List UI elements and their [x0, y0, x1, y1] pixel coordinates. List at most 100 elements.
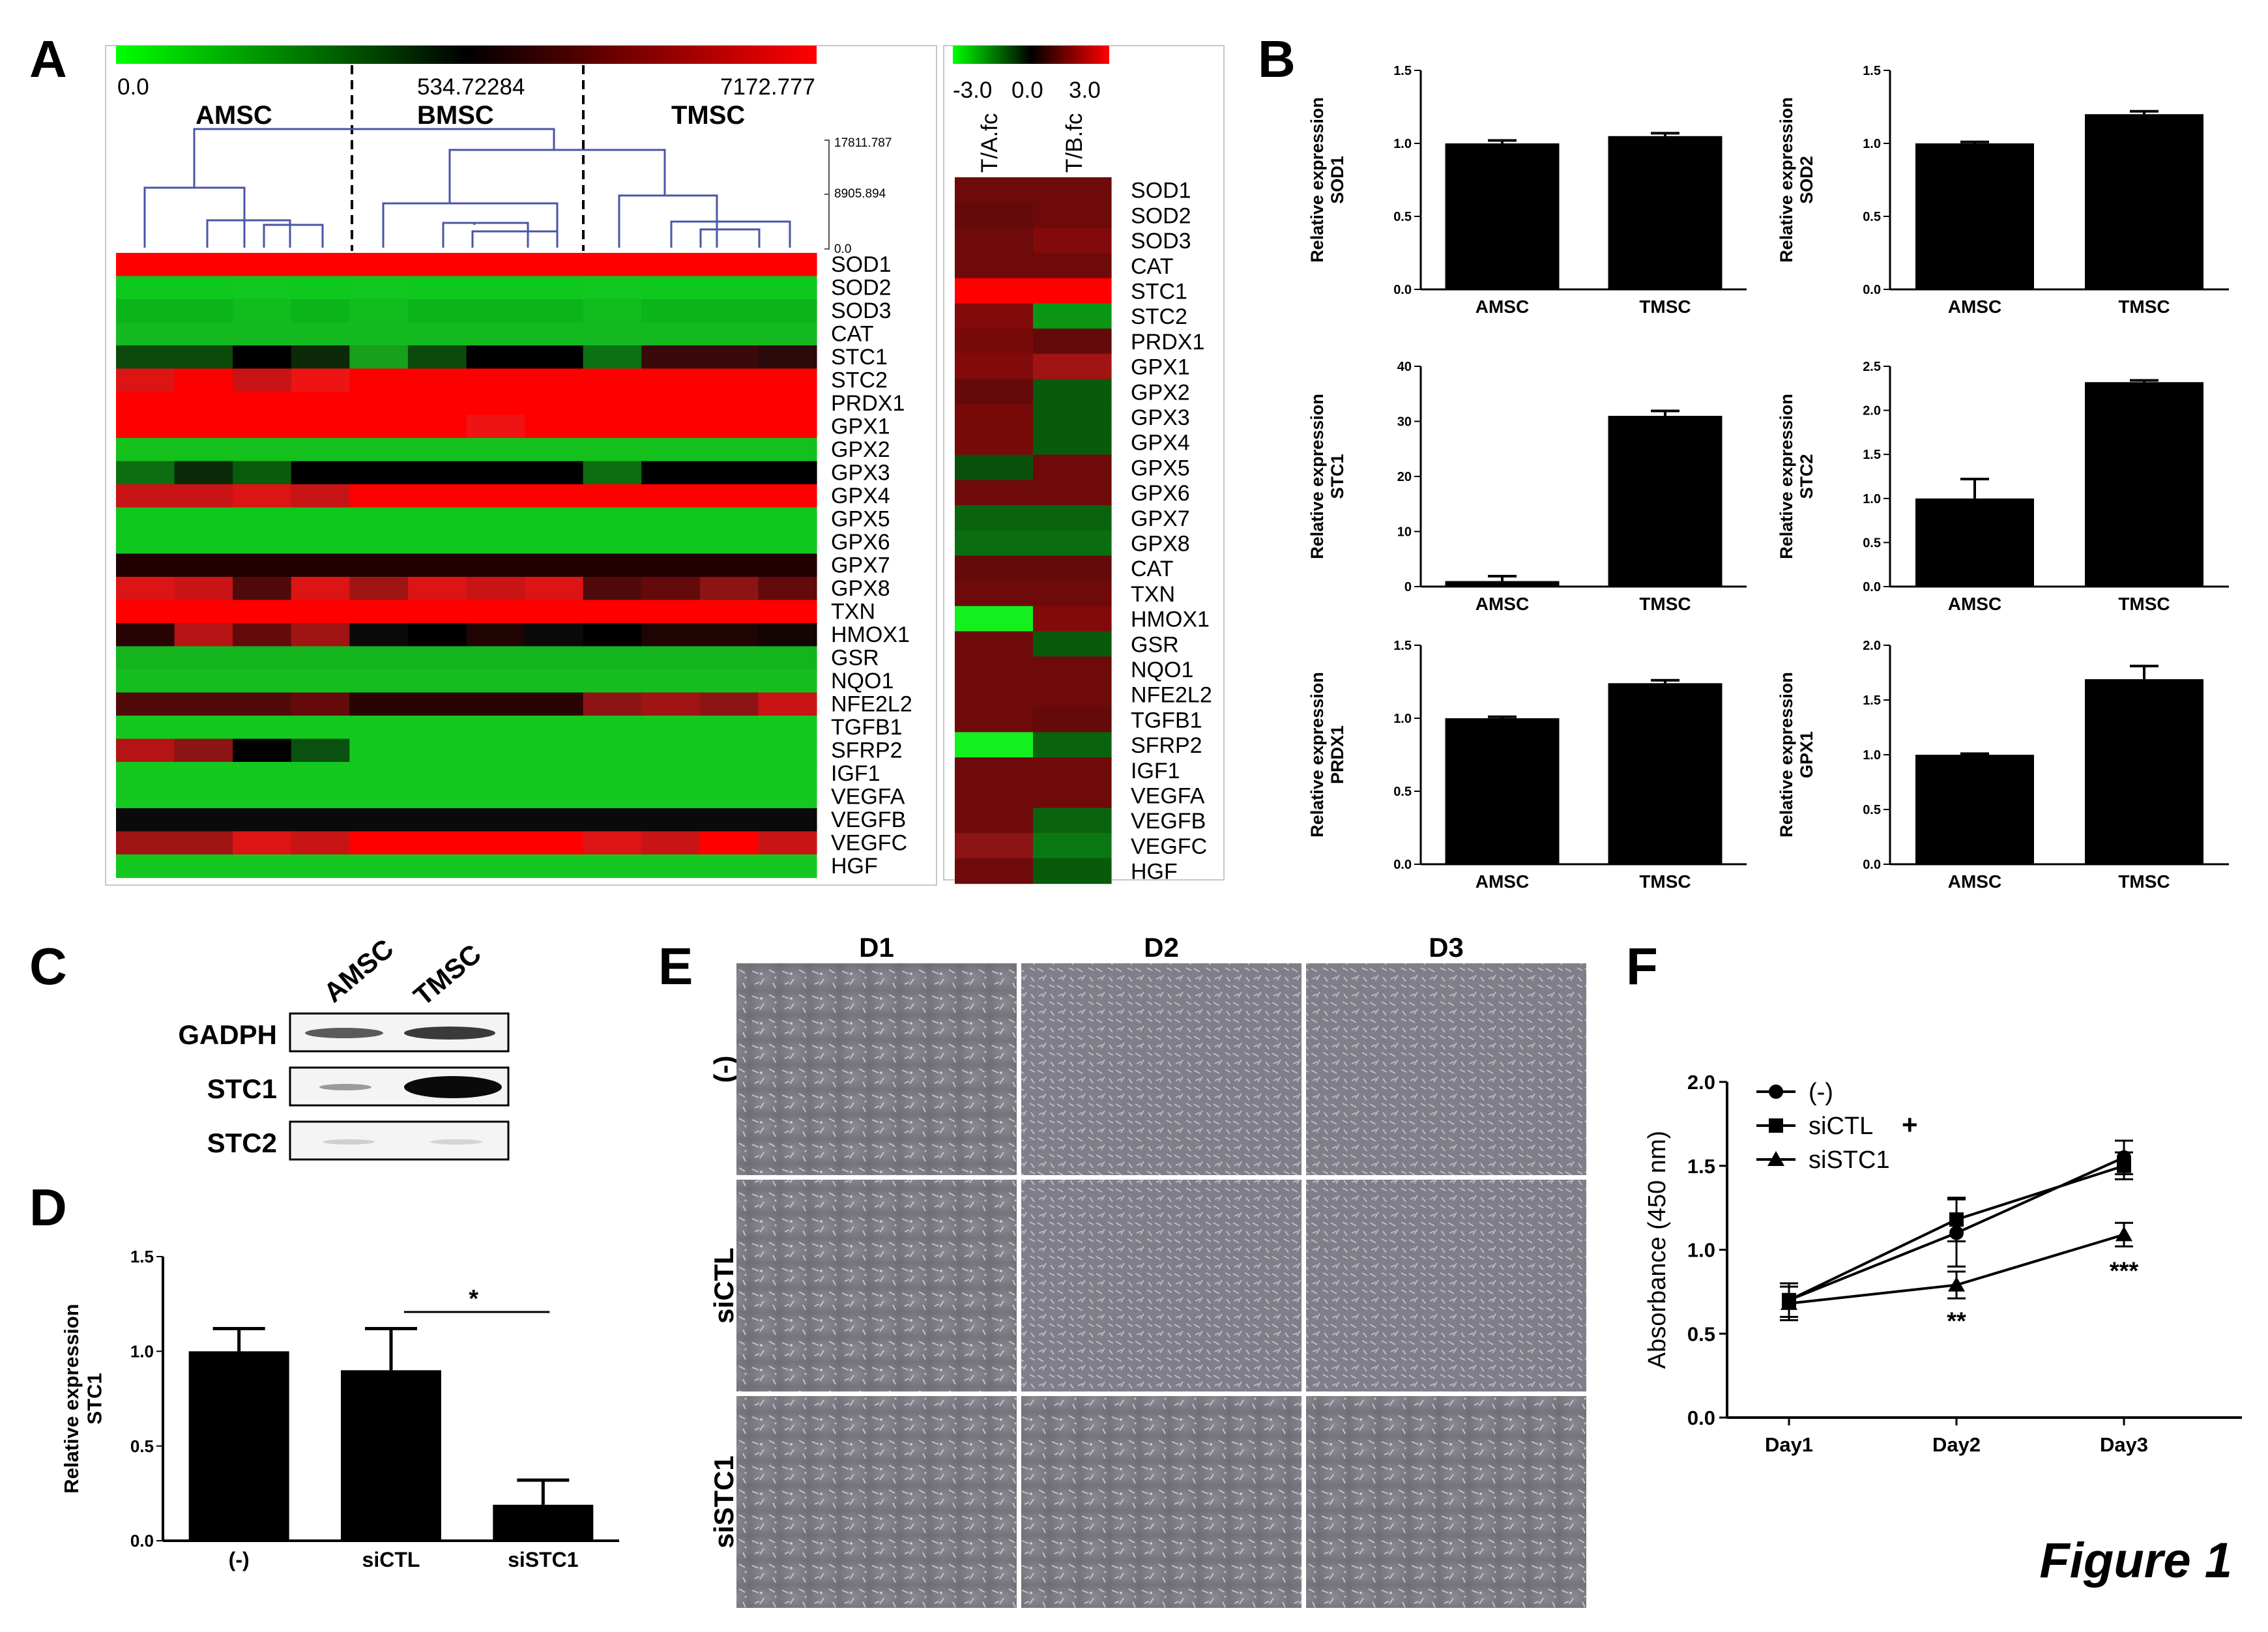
panel-e-micrographs: D1 D2 D3 (-) siCTL siSTC1 — [708, 932, 1586, 1608]
fold-change-gene-label: SFRP2 — [1131, 733, 1202, 758]
heatmap-cell — [349, 854, 409, 879]
y-axis-label: Relative expression — [1777, 672, 1796, 838]
heatmap-cell — [174, 392, 233, 416]
heatmap-cell — [699, 808, 759, 832]
heatmap-cell — [233, 692, 292, 716]
heatmap-cell — [583, 577, 642, 601]
y-tick-label: 0.0 — [1863, 580, 1881, 594]
error-bar — [2130, 379, 2159, 383]
heatmap-cell — [174, 785, 233, 809]
y-tick-label: 1.0 — [1687, 1239, 1715, 1262]
heatmap-cell — [291, 415, 350, 439]
fold-change-gene-label: STC1 — [1131, 280, 1187, 304]
heatmap-cell — [758, 553, 817, 577]
heatmap-cell — [583, 299, 642, 323]
y-tick-label: 1.5 — [1393, 64, 1412, 78]
heatmap-cell — [583, 415, 642, 439]
fold-change-gene-label: TXN — [1131, 582, 1175, 607]
error-bar — [212, 1326, 265, 1352]
heatmap-cell — [466, 322, 525, 346]
fold-change-cell — [955, 353, 1034, 380]
fold-change-cell — [1033, 202, 1112, 228]
heatmap-cell — [233, 831, 292, 855]
heatmap-cell — [116, 322, 175, 346]
heatmap-cell — [291, 738, 350, 763]
y-axis-label: STC2 — [1797, 454, 1816, 499]
fold-change-cell — [1033, 631, 1112, 657]
heatmap-cell — [349, 345, 409, 370]
heatmap-cell — [233, 461, 292, 485]
heatmap-cell — [116, 415, 175, 439]
heatmap-cell — [233, 484, 292, 508]
y-tick-label: 1.5 — [1687, 1155, 1715, 1178]
heatmap-cell — [583, 438, 642, 462]
heatmap-cell — [466, 299, 525, 323]
heatmap-cell — [407, 438, 467, 462]
blot-band — [305, 1028, 383, 1038]
heatmap-cell — [758, 669, 817, 693]
heatmap-cell — [758, 531, 817, 555]
fold-change-cell — [1033, 404, 1112, 430]
blot-band — [319, 1084, 371, 1090]
fc-scale-max: 3.0 — [1069, 78, 1101, 103]
heatmap-cell — [233, 785, 292, 809]
y-tick-label: 1.0 — [130, 1341, 154, 1361]
heatmap-cell — [291, 507, 350, 531]
panel-label-e: E — [658, 937, 693, 995]
heatmap-cell — [583, 531, 642, 555]
fold-change-cell — [955, 253, 1034, 279]
heatmap-cell — [407, 623, 467, 647]
heatmap-cell — [174, 507, 233, 531]
error-bar — [2130, 109, 2159, 115]
fc-scale-min: -3.0 — [953, 78, 992, 103]
heatmap-cell — [641, 600, 701, 624]
heatmap-cell — [525, 345, 584, 370]
heatmap-cell — [116, 623, 175, 647]
heatmap-cell — [233, 553, 292, 577]
heatmap-cell — [291, 276, 350, 300]
fold-change-gene-label: GPX4 — [1131, 431, 1190, 456]
error-bar — [1488, 139, 1517, 143]
x-tick-label: Day2 — [1932, 1433, 1981, 1456]
bar — [1445, 143, 1560, 289]
heatmap-cell — [116, 507, 175, 531]
heatmap-cell — [641, 785, 701, 809]
heatmap-cell — [583, 854, 642, 879]
y-tick-label: 1.5 — [1863, 64, 1881, 78]
x-tick-label: Day3 — [2100, 1433, 2148, 1456]
heatmap-cell — [349, 484, 409, 508]
heatmap-cell — [116, 785, 175, 809]
figure-caption-label: Figure 1 — [2039, 1533, 2232, 1588]
heatmap-cell — [583, 276, 642, 300]
fold-change-cell — [1033, 555, 1112, 581]
bar — [2085, 114, 2203, 289]
heatmap-cell — [174, 762, 233, 786]
heatmap-cell — [174, 322, 233, 346]
heatmap-cell — [116, 600, 175, 624]
fc-scale-mid: 0.0 — [1011, 78, 1043, 103]
y-tick-label: 1.5 — [1863, 693, 1881, 708]
heatmap-cell — [583, 692, 642, 716]
heatmap-gene-label: VEGFB — [831, 808, 906, 832]
heatmap-cell — [466, 276, 525, 300]
data-point — [1767, 1151, 1784, 1166]
blot-row-stc1: STC1 — [207, 1073, 277, 1104]
heatmap-cell — [349, 415, 409, 439]
heatmap-cell — [349, 577, 409, 601]
heatmap-cell — [466, 785, 525, 809]
y-tick-label: 0.0 — [1863, 858, 1881, 872]
heatmap-cell — [233, 669, 292, 693]
heatmap-cell — [699, 507, 759, 531]
heatmap-cell — [641, 415, 701, 439]
y-tick-label: 1.0 — [1863, 492, 1881, 506]
heatmap-cell — [233, 808, 292, 832]
heatmap-cell — [233, 345, 292, 370]
heatmap-gene-label: GPX4 — [831, 484, 890, 508]
y-axis-label: STC1 — [83, 1373, 106, 1424]
bar — [188, 1351, 289, 1541]
heatmap-cell — [349, 831, 409, 855]
heatmap-cell — [233, 716, 292, 740]
fold-change-cell — [1033, 757, 1112, 783]
heatmap-cell — [758, 253, 817, 277]
heatmap-cell — [583, 368, 642, 392]
